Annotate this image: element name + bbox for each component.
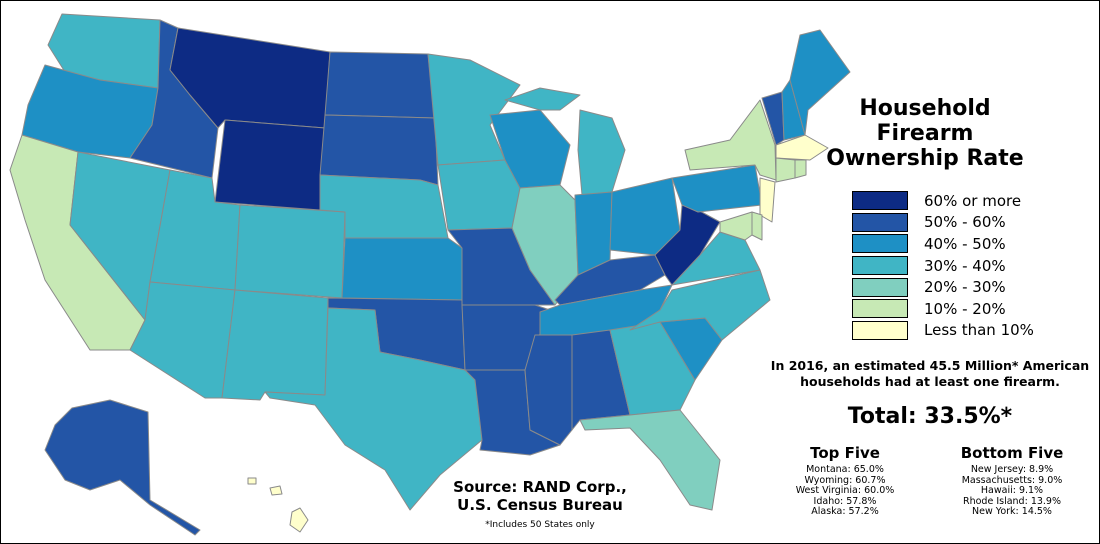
state-WY xyxy=(214,119,326,211)
legend-label: 10% - 20% xyxy=(924,299,1006,318)
legend-swatch xyxy=(852,299,908,319)
list-item: Rhode Island: 13.9% xyxy=(963,495,1061,507)
state-RI xyxy=(794,159,807,179)
list-item: West Virginia: 60.0% xyxy=(795,485,895,497)
list-item: New Jersey: 8.9% xyxy=(970,464,1054,475)
legend-swatch xyxy=(852,191,908,211)
state-HI-2 xyxy=(269,485,283,496)
state-HI xyxy=(289,507,309,533)
legend-entry: Less than 10% xyxy=(852,320,1034,342)
legend-entry: 30% - 40% xyxy=(852,255,1034,277)
source-credit: Source: RAND Corp., U.S. Census Bureau xyxy=(453,478,627,514)
state-HI-3 xyxy=(247,477,257,485)
legend-label: 60% or more xyxy=(924,191,1022,210)
state-ND xyxy=(324,51,436,119)
bottom-five: Bottom Five New Jersey: 8.9% Massachuset… xyxy=(937,444,1087,518)
top-five: Top Five Montana: 65.0% Wyoming: 60.7% W… xyxy=(770,444,920,518)
top-five-heading: Top Five xyxy=(810,444,880,462)
legend-swatch xyxy=(852,320,908,340)
map-title: Household Firearm Ownership Rate xyxy=(826,96,1024,171)
state-CO xyxy=(234,204,346,299)
state-MI-upper xyxy=(504,87,581,111)
bottom-five-heading: Bottom Five xyxy=(960,444,1064,462)
legend-swatch xyxy=(852,256,908,276)
state-NY xyxy=(684,99,777,181)
state-IA xyxy=(437,159,521,231)
list-item: New York: 14.5% xyxy=(972,506,1052,518)
footnote: *Includes 50 States only xyxy=(485,520,595,530)
state-AK xyxy=(44,399,201,536)
state-MI xyxy=(577,109,626,196)
legend-label: 40% - 50% xyxy=(924,234,1006,253)
legend-swatch xyxy=(852,234,908,254)
list-item: Montana: 65.0% xyxy=(806,464,884,475)
list-item: Wyoming: 60.7% xyxy=(804,474,886,486)
list-item: Idaho: 57.8% xyxy=(813,495,877,507)
legend-entry: 40% - 50% xyxy=(852,233,1034,255)
state-DE xyxy=(751,211,763,241)
legend-label: 50% - 60% xyxy=(924,213,1006,232)
state-CT xyxy=(775,157,796,183)
list-item: Alaska: 57.2% xyxy=(811,506,879,518)
state-PA xyxy=(671,164,763,213)
legend-entry: 20% - 30% xyxy=(852,276,1034,298)
state-SD xyxy=(319,114,439,186)
state-MA xyxy=(775,134,829,161)
total-rate: Total: 33.5%* xyxy=(847,404,1013,429)
state-NJ xyxy=(759,177,776,223)
legend-entry: 50% - 60% xyxy=(852,212,1034,234)
state-TX xyxy=(264,307,483,511)
legend-entry: 10% - 20% xyxy=(852,298,1034,320)
legend-swatch xyxy=(852,277,908,297)
legend-label: 30% - 40% xyxy=(924,256,1006,275)
legend-entry: 60% or more xyxy=(852,190,1034,212)
legend-swatch xyxy=(852,212,908,232)
estimate-note: In 2016, an estimated 45.5 Million* Amer… xyxy=(770,358,1090,389)
state-MS xyxy=(524,334,573,446)
list-item: Hawaii: 9.1% xyxy=(980,485,1044,497)
legend-label: Less than 10% xyxy=(924,321,1034,340)
legend-label: 20% - 30% xyxy=(924,278,1006,297)
state-NC xyxy=(629,269,771,341)
legend: 60% or more 50% - 60% 40% - 50% 30% - 40… xyxy=(852,190,1034,341)
state-MD xyxy=(719,211,753,241)
state-KS xyxy=(341,237,463,301)
state-FL xyxy=(579,409,721,511)
list-item: Massachusetts: 9.0% xyxy=(961,474,1063,486)
state-NM xyxy=(221,289,329,401)
